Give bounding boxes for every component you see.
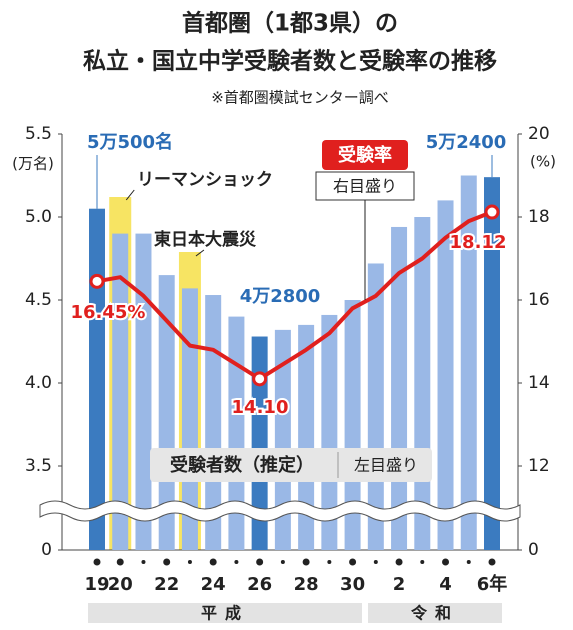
bar [181, 288, 198, 550]
y2-axis-unit: (%) [530, 153, 556, 171]
chart-title: 首都圏（1都3県）の [182, 10, 398, 37]
y-axis-unit: (万名) [12, 155, 54, 173]
legend-label: 受験率 [338, 144, 392, 166]
line-value-label: 16.45% [71, 302, 146, 323]
x-tick-label: 30 [340, 574, 365, 595]
x-tick-dot [234, 560, 239, 564]
bar [321, 314, 338, 550]
bar [344, 300, 361, 550]
y-tick-label: 4.5 [25, 290, 52, 310]
x-tick-dot [488, 558, 496, 566]
rate-point [484, 204, 500, 220]
line-value-label: 14.10 [232, 397, 289, 418]
era-band [368, 603, 502, 623]
x-tick-dot [187, 560, 192, 564]
era-label: 平成 [201, 604, 249, 623]
bar-value-label: 5万500名 [87, 131, 173, 153]
y2-tick-label: 16 [528, 290, 550, 310]
y-tick-label: 5.0 [25, 207, 52, 227]
x-tick-dot [373, 560, 378, 564]
bar [228, 316, 245, 550]
annotation: リーマンショック [137, 170, 273, 190]
x-tick-dot [420, 560, 425, 564]
line-value-label: 18.12 [450, 232, 507, 253]
x-tick-label: 4 [439, 574, 452, 595]
x-tick-label: 22 [154, 574, 179, 595]
legend-note: 左目盛り [354, 456, 418, 475]
x-tick-dot [116, 558, 124, 566]
x-tick-dot [141, 560, 146, 564]
x-tick-dot [442, 558, 450, 566]
era-label: 令和 [410, 604, 459, 623]
bar [484, 177, 500, 550]
x-tick-dot [349, 558, 357, 566]
rate-line [96, 210, 493, 381]
x-tick-dot [209, 558, 217, 566]
legend-label: 受験者数（推定） [170, 454, 314, 476]
chart-title: 私立・国立中学受験者数と受験率の推移 [83, 48, 497, 75]
bar-value-label: 5万2400 [426, 132, 507, 153]
x-tick-dot [327, 560, 332, 564]
y-tick-label: 0 [41, 540, 52, 560]
bar [251, 336, 268, 550]
x-tick-label: 19 [84, 574, 109, 595]
y2-tick-label: 0 [528, 540, 539, 560]
bar-value-label: 4万2800 [240, 286, 321, 307]
x-tick-dot [256, 558, 264, 566]
x-tick-dot [93, 558, 101, 566]
bar [414, 217, 431, 550]
bar [298, 324, 315, 550]
bar [135, 233, 152, 550]
x-tick-label: 28 [294, 574, 319, 595]
y2-tick-label: 18 [528, 207, 550, 227]
annotation: 東日本大震災 [154, 229, 257, 250]
annotation-leader [195, 249, 205, 257]
x-tick-dot [302, 558, 310, 566]
y-tick-label: 5.5 [25, 124, 52, 144]
bar [205, 295, 222, 550]
rate-point [252, 371, 268, 387]
bar [112, 233, 129, 550]
annotation-leader [125, 189, 135, 201]
y2-tick-label: 14 [528, 373, 550, 393]
x-tick-dot [163, 558, 171, 566]
x-tick-label: 20 [108, 574, 133, 595]
x-tick-label: 6年 [477, 573, 508, 595]
bar [89, 208, 105, 550]
bar [274, 329, 291, 550]
x-tick-dot [395, 558, 403, 566]
bar [460, 175, 477, 550]
x-tick-label: 24 [201, 574, 226, 595]
x-tick-dot [466, 560, 471, 564]
era-band [88, 603, 362, 623]
bar [437, 200, 454, 550]
legend-note-box [315, 171, 415, 201]
source: ※首都圏模試センター調べ [211, 89, 389, 107]
axis-break [39, 500, 521, 522]
y-tick-label: 3.5 [25, 456, 52, 476]
y-tick-label: 4.0 [25, 373, 52, 393]
legend-box [322, 140, 408, 170]
legend-box [150, 448, 432, 482]
rate-point [89, 273, 105, 289]
x-tick-label: 2 [393, 574, 406, 595]
y2-tick-label: 20 [528, 124, 550, 144]
x-tick-label: 26 [247, 574, 272, 595]
y2-tick-label: 12 [528, 456, 550, 476]
x-tick-dot [280, 560, 285, 564]
legend-note: 右目盛り [333, 177, 397, 196]
